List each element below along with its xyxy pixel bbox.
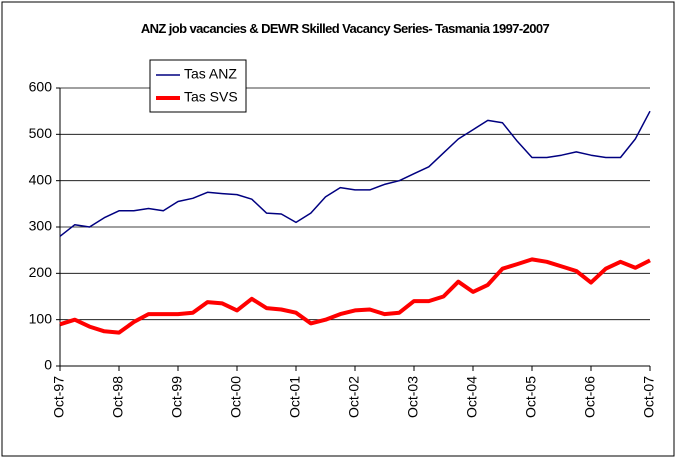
x-tick-label: Oct-04	[464, 376, 480, 418]
y-tick-label: 200	[29, 264, 53, 280]
x-tick-label: Oct-07	[641, 376, 657, 418]
x-tick-label: Oct-99	[169, 376, 185, 418]
x-tick-label: Oct-06	[582, 376, 598, 418]
x-tick-label: Oct-05	[523, 376, 539, 418]
chart-title: ANZ job vacancies & DEWR Skilled Vacancy…	[141, 21, 550, 36]
legend-label: Tas ANZ	[184, 66, 237, 82]
line-series	[59, 257, 651, 335]
y-tick-label: 400	[29, 171, 53, 187]
y-tick-label: 600	[29, 79, 53, 95]
x-tick-label: Oct-01	[287, 376, 303, 418]
y-tick-label: 500	[29, 125, 53, 141]
x-tick-label: Oct-02	[346, 376, 362, 418]
x-tick-label: Oct-97	[51, 376, 67, 418]
legend-box	[149, 59, 247, 113]
x-tick-label: Oct-00	[228, 376, 244, 418]
line-series	[59, 110, 651, 237]
x-tick-label: Oct-03	[405, 376, 421, 418]
y-tick-label: 0	[44, 357, 52, 373]
y-tick-label: 300	[29, 218, 53, 234]
legend-label: Tas SVS	[184, 89, 238, 105]
y-tick-label: 100	[29, 310, 53, 326]
x-tick-label: Oct-98	[110, 376, 126, 418]
